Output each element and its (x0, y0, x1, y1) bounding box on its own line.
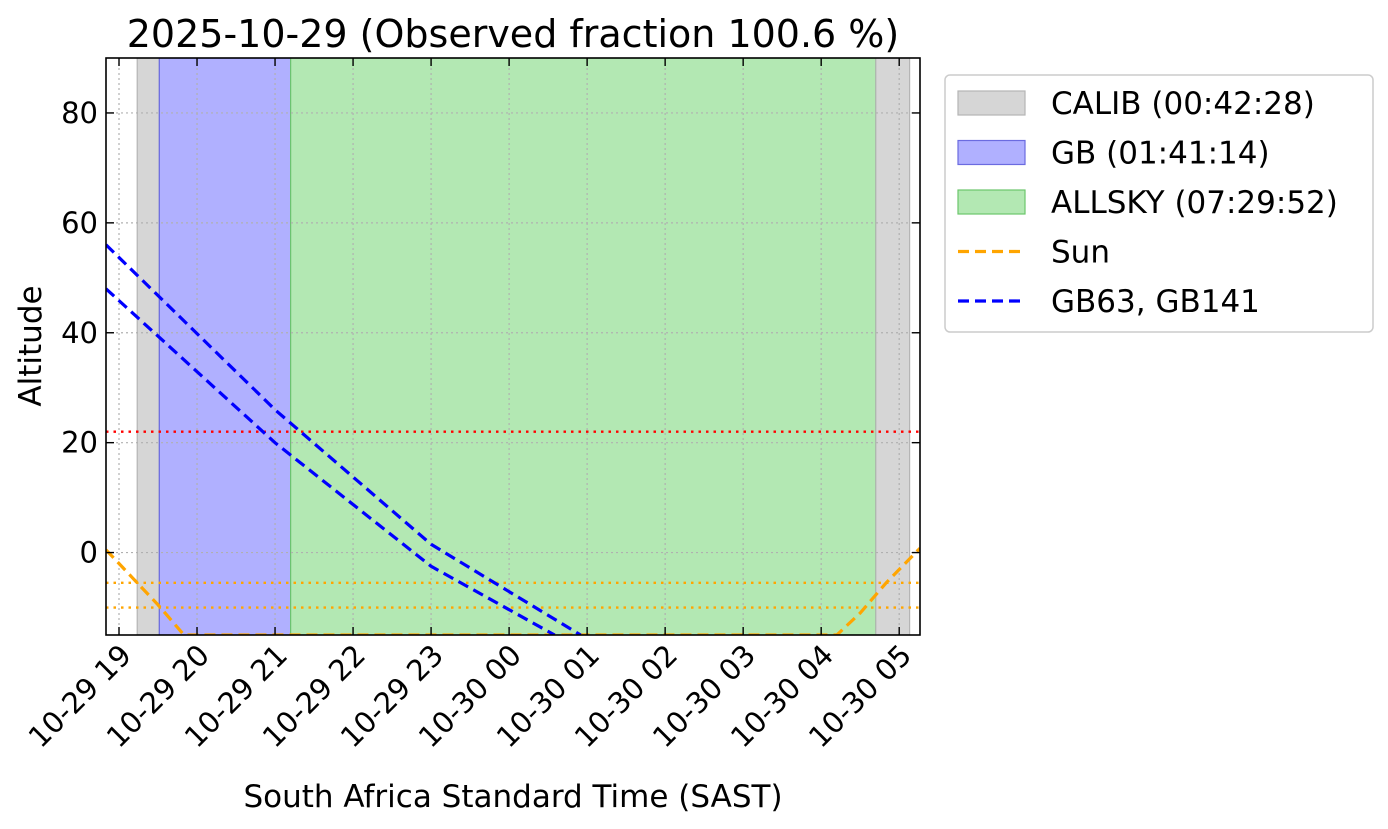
grid (106, 58, 920, 635)
plot-frame (105, 57, 921, 636)
span-gb-1 (158, 58, 292, 635)
x-axis-label: South Africa Standard Time (SAST) (243, 779, 782, 815)
legend-swatch (957, 189, 1026, 215)
legend-swatch (957, 139, 1026, 166)
threshold-lines (106, 430, 920, 609)
y-tick-label: 80 (61, 96, 98, 130)
chart-title: 2025-10-29 (Observed fraction 100.6 %) (127, 12, 900, 56)
y-tick-label: 60 (61, 206, 98, 240)
series-line-2 (106, 287, 556, 635)
series-line-1 (106, 243, 582, 635)
legend-label: GB63, GB141 (1051, 284, 1260, 320)
legend-frame (944, 74, 1374, 333)
span-allsky-2 (290, 58, 877, 635)
legend-swatch (957, 90, 1026, 116)
observation-spans (136, 58, 911, 635)
y-tick-label: 0 (80, 536, 98, 570)
legend-label: CALIB (00:42:28) (1051, 86, 1315, 122)
legend-label: Sun (1051, 235, 1110, 271)
legend: CALIB (00:42:28) GB (01:41:14) ALLSKY (07:… (944, 74, 1374, 333)
series-line-0 (106, 547, 920, 635)
legend-label: ALLSKY (07:29:52) (1051, 185, 1338, 221)
y-tick-label: 40 (61, 316, 98, 350)
legend-label: GB (01:41:14) (1051, 136, 1270, 172)
span-calib-3 (875, 58, 911, 635)
span-calib-0 (136, 58, 160, 635)
series-lines (106, 243, 920, 635)
y-axis-label: Altitude (13, 285, 49, 406)
y-tick-label: 20 (61, 426, 98, 460)
